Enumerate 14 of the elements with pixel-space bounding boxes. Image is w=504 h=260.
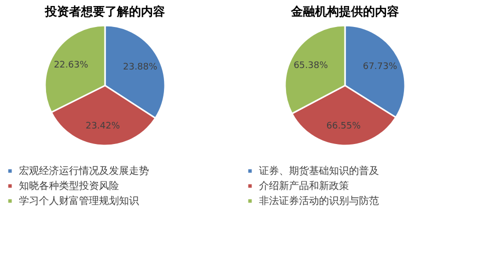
legend-label: 知晓各种类型投资风险 <box>19 180 119 192</box>
legend-label: 介绍新产品和新政策 <box>259 180 349 192</box>
legend-label: 宏观经济运行情况及发展走势 <box>19 165 149 177</box>
chart-title: 金融机构提供的内容 <box>290 4 399 18</box>
data-label: 23.42% <box>86 121 120 132</box>
data-label: 23.88% <box>122 62 158 72</box>
data-label: 65.38% <box>294 60 328 71</box>
legend-label: 证券、期货基础知识的普及 <box>259 165 379 177</box>
legend-label: 非法证券活动的识别与防范 <box>259 195 379 207</box>
legend-label: 学习个人财富管理规划知识 <box>19 195 139 207</box>
data-label: 67.73% <box>362 62 398 72</box>
chart-title: 投资者想要了解的内容 <box>44 4 165 18</box>
data-label: 22.63% <box>54 60 89 70</box>
data-label: 66.55% <box>326 121 362 132</box>
